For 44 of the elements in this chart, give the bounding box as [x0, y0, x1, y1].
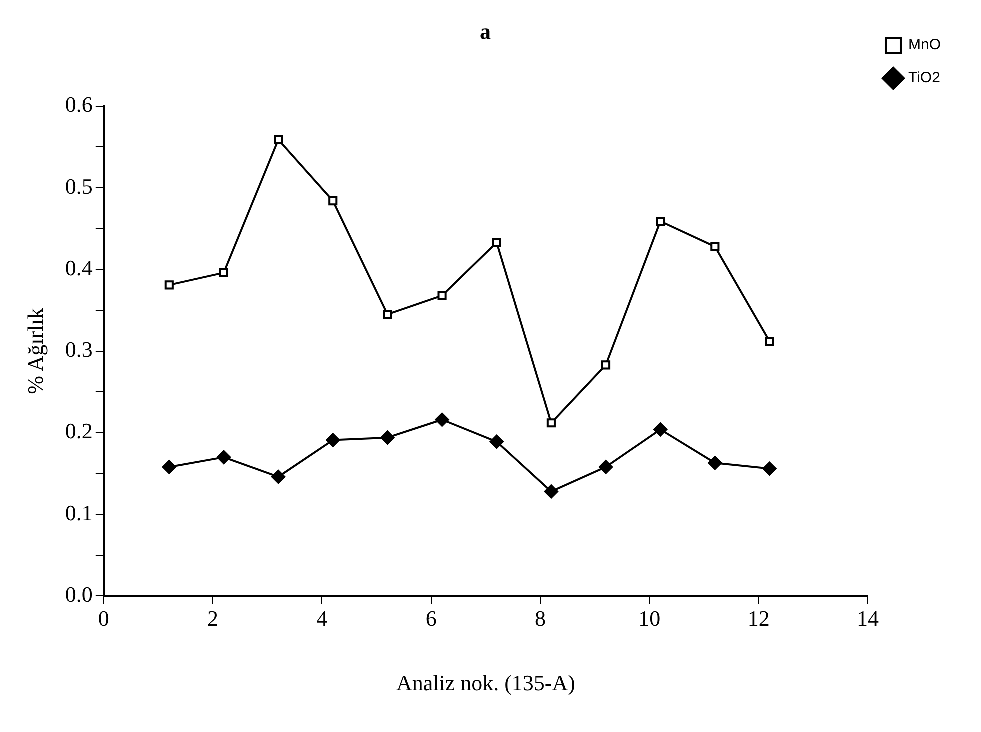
x-tick-label: 14: [856, 606, 879, 632]
x-tick-label: 2: [208, 606, 219, 632]
y-tick-label: 0.6: [65, 92, 93, 118]
x-axis-title: Analiz nok. (135-A): [396, 670, 576, 696]
point: [765, 336, 774, 346]
point: [654, 422, 668, 437]
point: [708, 456, 722, 470]
point: [219, 268, 229, 278]
point: [274, 135, 284, 144]
point: [762, 462, 777, 476]
x-tick-label: 0: [98, 606, 110, 632]
point: [162, 460, 176, 474]
y-tick-label: 0.1: [65, 500, 93, 526]
legend-label: MnO: [908, 36, 942, 54]
y-tick-label: 0.4: [65, 255, 93, 280]
point: [656, 216, 666, 226]
point: [383, 310, 392, 320]
x-tick-label: 12: [748, 606, 770, 632]
y-tick-label: 0.5: [65, 174, 93, 199]
y-tick-label: 0.2: [65, 418, 93, 444]
point: [380, 430, 395, 445]
point: [435, 412, 450, 427]
y-tick-label: 0.3: [65, 337, 93, 362]
point: [490, 434, 504, 449]
point: [328, 196, 338, 206]
point: [710, 242, 720, 252]
x-tick-label: 6: [426, 606, 437, 632]
x-tick-label: 10: [638, 606, 661, 632]
point: [601, 360, 611, 370]
y-axis-title: % Ağırlık: [22, 308, 48, 394]
legend-label: TiO2: [908, 70, 940, 87]
point: [546, 418, 556, 428]
chart-title: a: [480, 18, 491, 44]
point: [492, 238, 502, 248]
point: [438, 291, 447, 300]
x-tick-label: 4: [316, 606, 328, 632]
point: [599, 460, 614, 474]
point: [544, 484, 558, 499]
point: [216, 450, 231, 464]
y-tick-label: 0.0: [65, 582, 93, 607]
point: [164, 280, 174, 290]
x-tick-label: 8: [535, 606, 546, 632]
point: [326, 433, 340, 448]
point: [272, 470, 286, 484]
